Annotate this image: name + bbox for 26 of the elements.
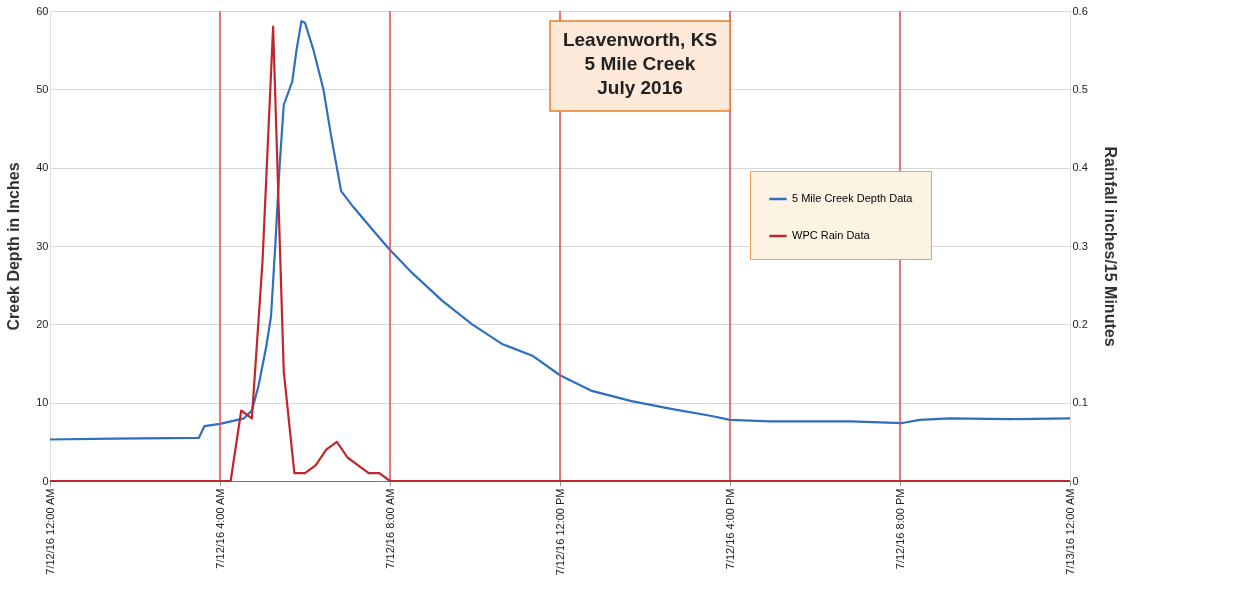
y2-tick-label: 0.2 — [1072, 317, 1088, 330]
y2-tick-label: 0.1 — [1072, 396, 1088, 409]
x-tick-label: 7/12/16 12:00 PM — [553, 488, 566, 576]
y2-tick-label: 0.4 — [1072, 161, 1088, 174]
y-axis-title: Creek Depth in Inches — [5, 162, 23, 331]
y-tick-label: 30 — [36, 239, 49, 252]
y2-axis-title: Rainfall inches/15 Minutes — [1101, 146, 1119, 347]
y-tick-label: 10 — [36, 396, 49, 409]
legend-label: WPC Rain Data — [792, 229, 871, 241]
y2-tick-label: 0.3 — [1072, 239, 1088, 252]
y2-tick-label: 0 — [1072, 474, 1079, 487]
x-tick-label: 7/12/16 12:00 AM — [43, 488, 56, 575]
x-tick-label: 7/12/16 4:00 AM — [213, 488, 226, 569]
y2-tick-label: 0.6 — [1072, 4, 1088, 17]
x-tick-label: 7/12/16 8:00 PM — [893, 488, 906, 570]
y-tick-label: 50 — [36, 82, 49, 95]
x-tick-label: 7/13/16 12:00 AM — [1063, 488, 1076, 575]
y-tick-label: 60 — [36, 4, 49, 17]
text: Leavenworth, KS 5 Mile Creek July 2016 — [562, 29, 718, 98]
x-tick-label: 7/12/16 4:00 PM — [723, 488, 736, 570]
y2-tick-label: 0.5 — [1072, 82, 1088, 95]
x-tick-label: 7/12/16 8:00 AM — [383, 488, 396, 569]
legend-label: 5 Mile Creek Depth Data — [792, 192, 914, 204]
y-tick-label: 20 — [36, 317, 49, 330]
y-tick-label: 0 — [42, 474, 49, 487]
y-tick-label: 40 — [36, 161, 49, 174]
